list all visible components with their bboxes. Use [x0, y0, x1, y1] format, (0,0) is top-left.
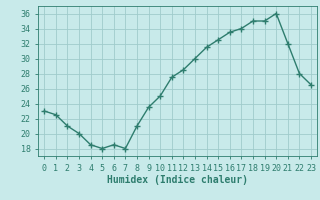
- X-axis label: Humidex (Indice chaleur): Humidex (Indice chaleur): [107, 175, 248, 185]
